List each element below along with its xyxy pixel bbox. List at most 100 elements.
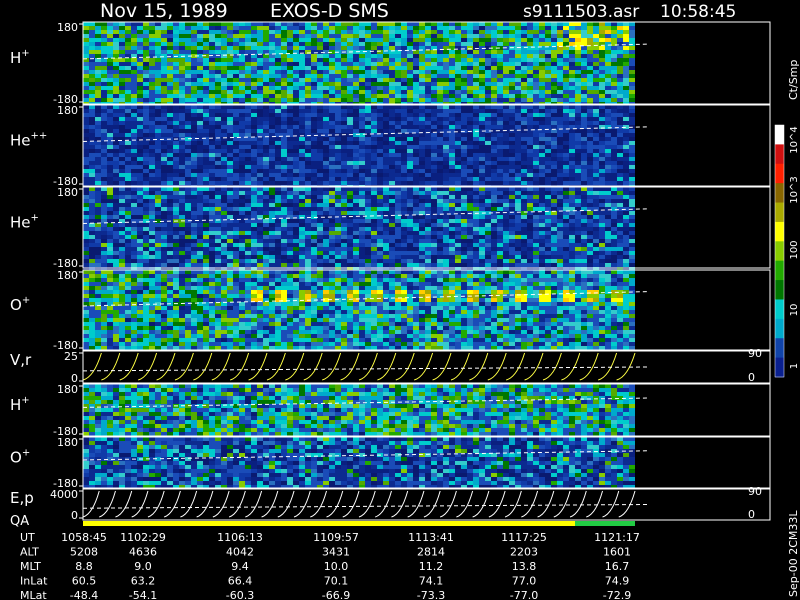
heatmap-cell <box>401 161 407 165</box>
heatmap-cell <box>305 26 311 30</box>
heatmap-cell <box>203 113 209 117</box>
heatmap-cell <box>605 54 611 58</box>
heatmap-cell <box>557 34 563 38</box>
heatmap-cell <box>293 133 299 137</box>
heatmap-cell <box>311 38 317 42</box>
heatmap-cell <box>167 235 173 239</box>
heatmap-cell <box>437 133 443 137</box>
heatmap-cell <box>617 145 623 149</box>
heatmap-cell <box>137 34 143 38</box>
heatmap-cell <box>149 169 155 173</box>
heatmap-cell <box>281 239 287 243</box>
heatmap-cell <box>515 62 521 66</box>
heatmap-cell <box>119 50 125 54</box>
heatmap-cell <box>353 70 359 74</box>
heatmap-cell <box>269 70 275 74</box>
heatmap-cell <box>617 22 623 26</box>
heatmap-cell <box>257 251 263 255</box>
heatmap-cell <box>479 125 485 129</box>
heatmap-cell <box>623 70 629 74</box>
heatmap-cell <box>311 239 317 243</box>
heatmap-cell <box>161 195 167 199</box>
heatmap-cell <box>185 117 191 121</box>
heatmap-cell <box>593 157 599 161</box>
heatmap-cell <box>107 105 113 109</box>
heatmap-cell <box>167 105 173 109</box>
heatmap-cell <box>389 22 395 26</box>
heatmap-cell <box>179 227 185 231</box>
heatmap-cell <box>509 34 515 38</box>
heatmap-cell <box>167 243 173 247</box>
heatmap-cell <box>389 195 395 199</box>
heatmap-cell <box>257 26 263 30</box>
heatmap-cell <box>221 191 227 195</box>
heatmap-cell <box>299 58 305 62</box>
heatmap-cell <box>299 203 305 207</box>
heatmap-cell <box>569 78 575 82</box>
heatmap-cell <box>365 239 371 243</box>
heatmap-cell <box>95 46 101 50</box>
heatmap-cell <box>305 58 311 62</box>
heatmap-cell <box>353 58 359 62</box>
heatmap-cell <box>161 227 167 231</box>
heatmap-cell <box>377 267 383 271</box>
heatmap-cell <box>365 251 371 255</box>
heatmap-cell <box>341 211 347 215</box>
heatmap-cell <box>83 125 89 129</box>
heatmap-cell <box>341 137 347 141</box>
heatmap-cell <box>215 195 221 199</box>
heatmap-cell <box>209 259 215 263</box>
heatmap-cell <box>137 227 143 231</box>
heatmap-cell <box>359 173 365 177</box>
heatmap-cell <box>395 54 401 58</box>
heatmap-cell <box>323 70 329 74</box>
heatmap-cell <box>125 235 131 239</box>
heatmap-cell <box>221 94 227 98</box>
heatmap-cell <box>137 177 143 181</box>
heatmap-cell <box>269 137 275 141</box>
heatmap-cell <box>473 137 479 141</box>
heatmap-cell <box>527 105 533 109</box>
heatmap-cell <box>587 113 593 117</box>
heatmap-cell <box>155 149 161 153</box>
heatmap-cell <box>233 149 239 153</box>
heatmap-cell <box>269 255 275 259</box>
heatmap-cell <box>395 62 401 66</box>
heatmap-cell <box>191 141 197 145</box>
heatmap-cell <box>137 66 143 70</box>
heatmap-cell <box>599 82 605 86</box>
heatmap-cell <box>365 70 371 74</box>
heatmap-cell <box>383 243 389 247</box>
heatmap-cell <box>119 82 125 86</box>
heatmap-cell <box>125 105 131 109</box>
heatmap-cell <box>305 82 311 86</box>
heatmap-cell <box>119 94 125 98</box>
heatmap-cell <box>323 255 329 259</box>
heatmap-cell <box>617 66 623 70</box>
heatmap-cell <box>113 173 119 177</box>
heatmap-cell <box>185 125 191 129</box>
heatmap-cell <box>251 191 257 195</box>
heatmap-cell <box>383 165 389 169</box>
heatmap-cell <box>221 207 227 211</box>
heatmap-cell <box>509 177 515 181</box>
heatmap-cell <box>593 54 599 58</box>
heatmap-cell <box>407 137 413 141</box>
heatmap-cell <box>371 117 377 121</box>
heatmap-cell <box>179 247 185 251</box>
heatmap-cell <box>563 181 569 185</box>
heatmap-cell <box>509 70 515 74</box>
heatmap-cell <box>383 82 389 86</box>
heatmap-cell <box>521 117 527 121</box>
heatmap-cell <box>215 129 221 133</box>
heatmap-cell <box>167 195 173 199</box>
heatmap-cell <box>599 22 605 26</box>
heatmap-cell <box>143 125 149 129</box>
heatmap-cell <box>155 26 161 30</box>
heatmap-cell <box>443 149 449 153</box>
heatmap-cell <box>287 38 293 42</box>
heatmap-cell <box>275 235 281 239</box>
heatmap-cell <box>479 78 485 82</box>
heatmap-cell <box>227 247 233 251</box>
heatmap-cell <box>341 66 347 70</box>
